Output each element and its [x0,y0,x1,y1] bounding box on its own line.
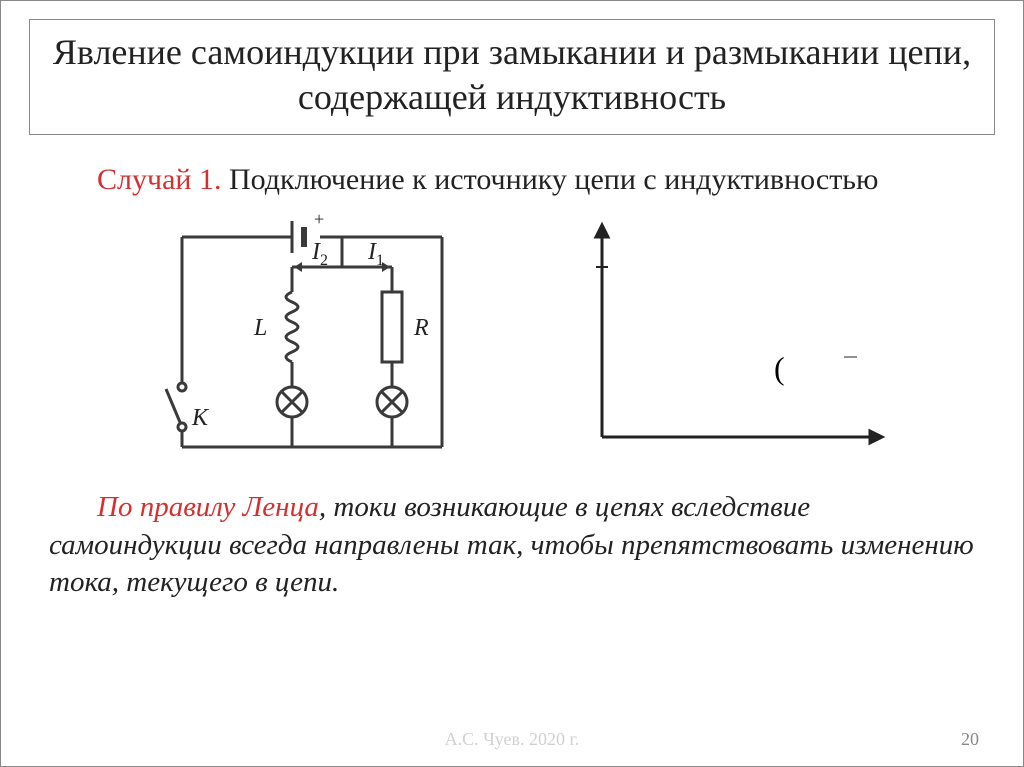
case-label: Случай 1. [97,163,221,196]
case-text: Подключение к источнику цепи с индуктивн… [221,163,878,196]
circuit-diagram: + I2 I1 L R K [142,207,472,467]
page-number: 20 [961,729,979,750]
inductor-label: L [253,315,267,341]
diagram-row: + I2 I1 L R K [1,207,1023,467]
watermark: А.С. Чуев. 2020 г. [445,729,580,750]
resistor-label: R [413,315,429,341]
rule-text: По правилу Ленца, токи возникающие в цеп… [49,489,975,602]
switch-label: K [191,405,210,431]
i1-label: I1 [367,239,384,269]
slide: Явление самоиндукции при замыкании и раз… [0,0,1024,767]
battery-plus-label: + [314,209,324,229]
svg-text:(: ( [774,350,785,386]
rule-label: По правилу Ленца [97,491,319,523]
case-line: Случай 1. Подключение к источнику цепи с… [49,163,975,197]
slide-title: Явление самоиндукции при замыкании и раз… [42,30,982,120]
growth-graph: ( [552,207,882,467]
title-box: Явление самоиндукции при замыкании и раз… [29,19,995,135]
i2-label: I2 [311,239,328,269]
